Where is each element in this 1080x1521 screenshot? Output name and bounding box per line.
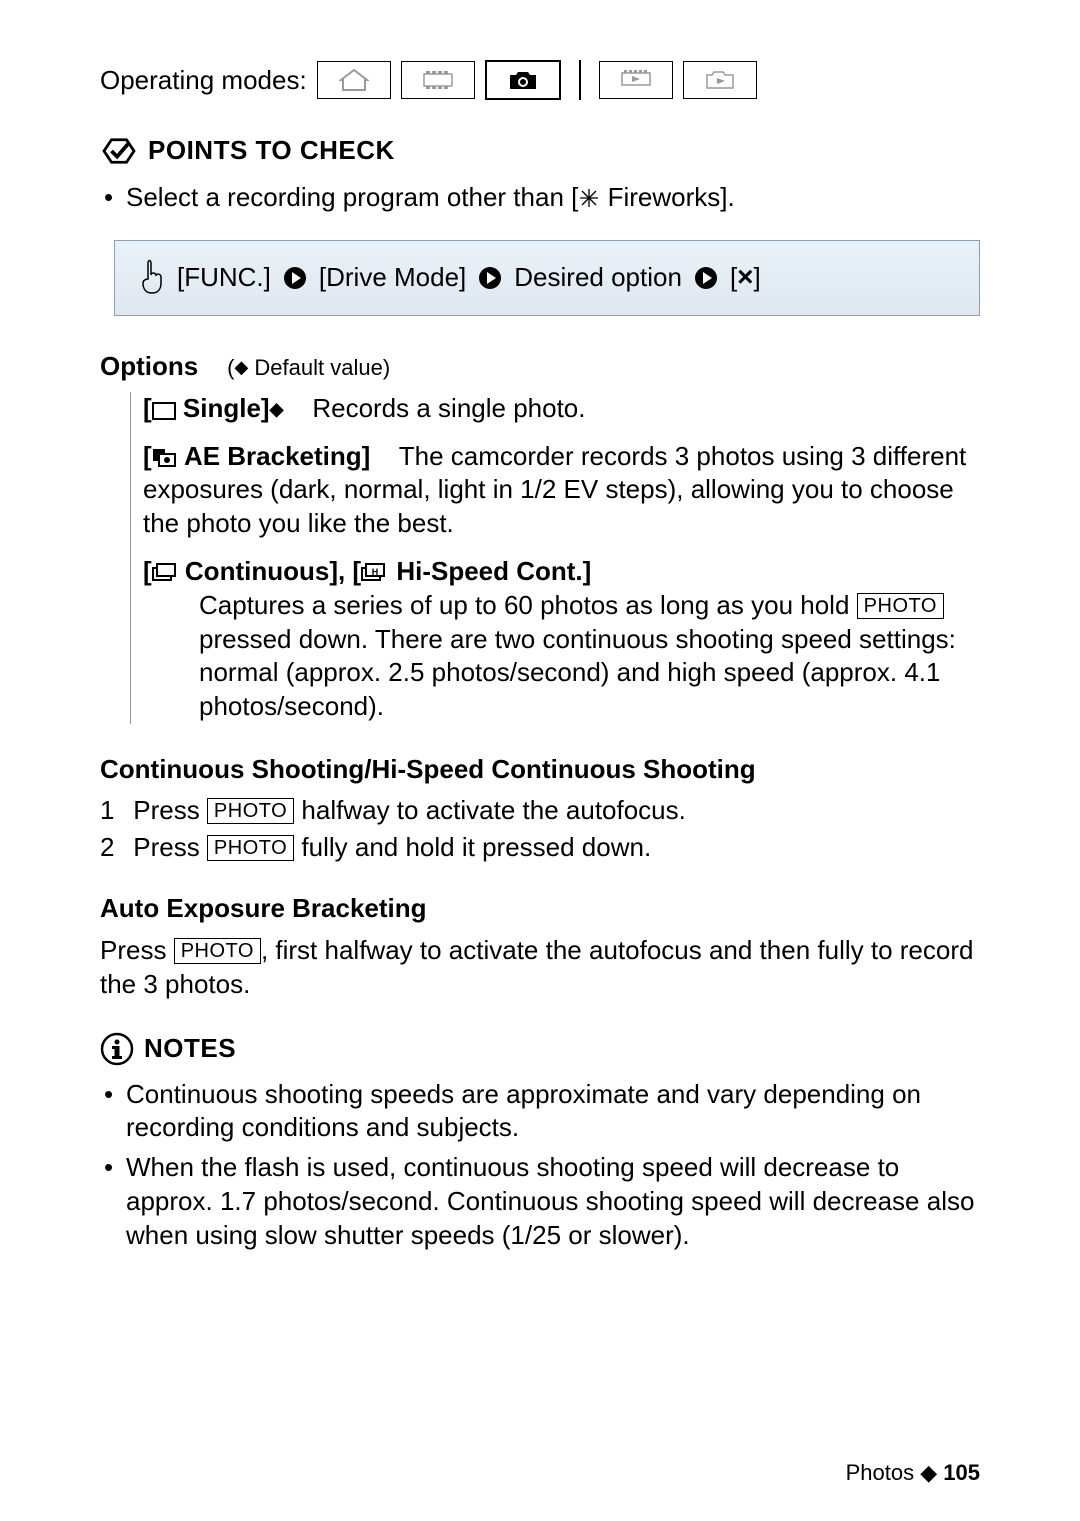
option-single-label-text: Single] [183,393,270,423]
chevron-icon [283,266,307,290]
hispeed-icon: H [361,563,389,583]
home-icon [339,68,369,92]
mode-camera-active [485,60,561,100]
chevron-icon [694,266,718,290]
single-rect-icon [152,402,176,420]
page-footer: Photos ◆ 105 [846,1460,980,1486]
notes-title: NOTES [144,1033,236,1064]
continuous-steps: 1 Press PHOTO halfway to activate the au… [100,795,980,863]
photo-key: PHOTO [857,593,944,619]
option-continuous-desc: Captures a series of up to 60 photos as … [199,589,980,724]
film-icon [422,70,454,90]
footer-section: Photos [846,1460,915,1485]
mode-film [401,61,475,99]
mode-home [317,61,391,99]
default-note: (◆ Default value) [227,355,390,380]
points-to-check-item: Select a recording program other than [ … [104,181,980,215]
step-2-num: 2 [100,832,126,863]
note-1-text: Continuous shooting speeds are approxima… [126,1079,921,1143]
svg-text:H: H [372,567,379,577]
options-heading: Options [100,351,198,381]
ptc-suffix: Fireworks]. [600,182,734,212]
points-to-check-list: Select a recording program other than [ … [104,181,980,215]
page: Operating modes: [0,0,1080,1521]
check-badge-icon [100,136,138,166]
play-icon [704,69,736,91]
step-1-pre: Press [133,795,207,825]
step-2: 2 Press PHOTO fully and hold it pressed … [100,832,980,863]
continuous-heading: Continuous Shooting/Hi-Speed Continuous … [100,754,980,785]
option-aeb-label-text: AE Bracketing] [184,441,370,471]
close-icon: × [737,261,753,292]
option-continuous-label-1: Continuous], [ [185,556,361,586]
chevron-icon [478,266,502,290]
cont-desc-pre: Captures a series of up to 60 photos as … [199,590,857,620]
breadcrumb-box: [FUNC.] [Drive Mode] Desired option [×] [114,240,980,316]
step-1: 1 Press PHOTO halfway to activate the au… [100,795,980,826]
mode-separator [579,60,581,100]
notes-head: NOTES [100,1032,980,1066]
option-continuous-label-2: Hi-Speed Cont.] [396,556,591,586]
aeb-icon [152,448,178,468]
crumb-desired: Desired option [514,262,682,293]
step-1-num: 1 [100,795,126,826]
options-block: [ Single]◆ Records a single photo. [ AE … [130,392,980,724]
aeb-heading: Auto Exposure Bracketing [100,893,980,924]
video-review-icon [620,69,652,91]
sparkle-icon [578,187,600,209]
aeb-pre: Press [100,935,174,965]
aeb-para: Press PHOTO, first halfway to activate t… [100,934,980,1002]
camera-icon [507,68,539,92]
operating-modes-row: Operating modes: [100,60,980,100]
step-2-post: fully and hold it pressed down. [294,832,651,862]
mode-video-review [599,61,673,99]
note-item: Continuous shooting speeds are approxima… [104,1078,980,1146]
option-aeb: [ AE Bracketing] The camcorder records 3… [143,440,980,541]
option-continuous: [ Continuous], [H Hi-Speed Cont.] Captur… [143,555,980,724]
info-icon [100,1032,134,1066]
points-to-check-title: POINTS TO CHECK [148,135,395,166]
crumb-close: [×] [730,262,761,293]
option-single: [ Single]◆ Records a single photo. [143,392,980,426]
step-1-post: halfway to activate the autofocus. [294,795,686,825]
options-heading-row: Options (◆ Default value) [100,351,980,382]
mode-play [683,61,757,99]
touch-icon [135,259,165,297]
diamond-separator-icon: ◆ [920,1460,943,1485]
cont-desc-post: pressed down. There are two continuous s… [199,624,956,722]
note-item: When the flash is used, continuous shoot… [104,1151,980,1252]
step-2-pre: Press [133,832,207,862]
points-to-check-head: POINTS TO CHECK [100,135,980,166]
option-single-label: [ Single]◆ [143,393,283,423]
default-note-text: Default value [254,355,382,380]
crumb-func: [FUNC.] [177,262,271,293]
crumb-drive-mode: [Drive Mode] [319,262,466,293]
photo-key: PHOTO [207,798,294,824]
continuous-icon [152,563,178,583]
operating-modes-label: Operating modes: [100,65,307,96]
footer-page: 105 [943,1460,980,1485]
option-aeb-label: [ AE Bracketing] [143,441,370,471]
note-2-text: When the flash is used, continuous shoot… [126,1152,974,1250]
photo-key: PHOTO [174,938,261,964]
option-continuous-label: [ Continuous], [H Hi-Speed Cont.] [143,556,591,586]
ptc-prefix: Select a recording program other than [ [126,182,578,212]
notes-list: Continuous shooting speeds are approxima… [104,1078,980,1253]
option-single-desc: Records a single photo. [312,393,585,423]
photo-key: PHOTO [207,835,294,861]
